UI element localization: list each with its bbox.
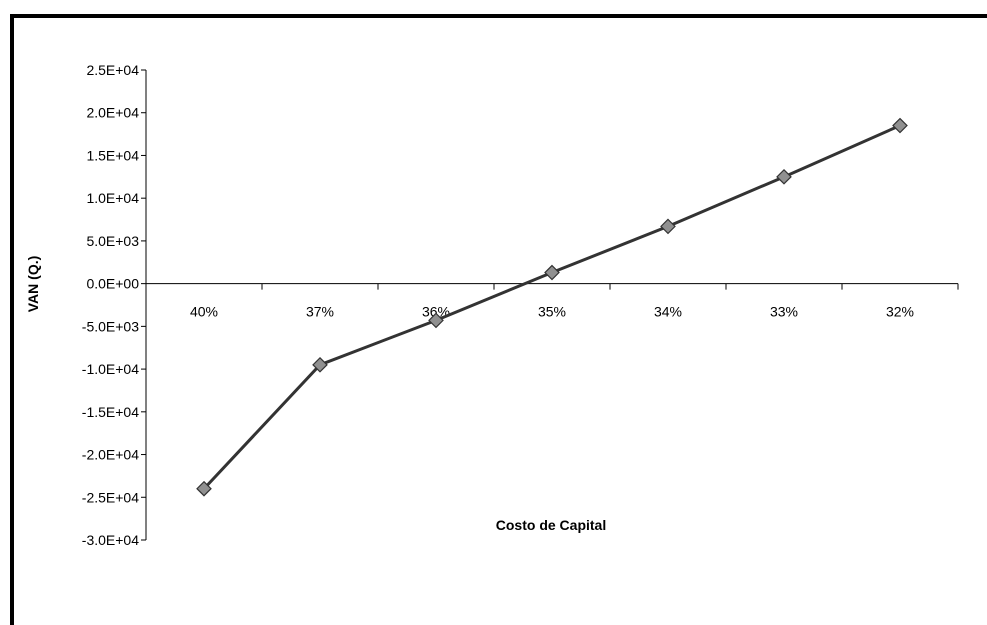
y-tick-label: 1.0E+04	[86, 190, 139, 206]
y-axis: 2.5E+04 2.0E+04 1.5E+04 1.0E+04 5.0E+03 0.0E+…	[82, 62, 147, 548]
y-tick-label: 2.0E+04	[86, 105, 139, 121]
data-point-marker	[544, 264, 560, 281]
data-point-marker	[428, 312, 444, 329]
y-tick-label: 0.0E+00	[86, 276, 139, 292]
y-tick-label: -2.5E+04	[82, 489, 139, 505]
y-tick-label: 1.5E+04	[86, 147, 139, 163]
y-tick-label: -1.5E+04	[82, 404, 139, 420]
x-tick-label: 37%	[306, 304, 334, 320]
x-axis-title: Costo de Capital	[496, 517, 606, 533]
x-tick-label: 34%	[654, 304, 682, 320]
x-tick-label: 33%	[770, 304, 798, 320]
x-tick-label: 36%	[422, 304, 450, 320]
y-axis-title: VAN (Q.)	[25, 256, 41, 313]
series	[196, 117, 908, 497]
y-tick-label: -2.0E+04	[82, 447, 139, 463]
data-point-marker	[776, 168, 792, 185]
x-axis: 40% 37% 36% 35% 34% 33% 32%	[145, 283, 959, 320]
y-tick-label: -1.0E+04	[82, 361, 139, 377]
x-tick-label: 40%	[190, 304, 218, 320]
data-point-marker	[312, 356, 328, 373]
y-tick-label: -5.0E+03	[82, 318, 139, 334]
y-tick-label: 2.5E+04	[86, 62, 139, 78]
data-point-marker	[196, 480, 212, 497]
y-tick-label: -3.0E+04	[82, 532, 139, 548]
data-point-marker	[892, 117, 908, 134]
y-tick-label: 5.0E+03	[86, 233, 139, 249]
x-tick-label: 35%	[538, 304, 566, 320]
x-tick-label: 32%	[886, 304, 914, 320]
data-point-marker	[660, 218, 676, 235]
